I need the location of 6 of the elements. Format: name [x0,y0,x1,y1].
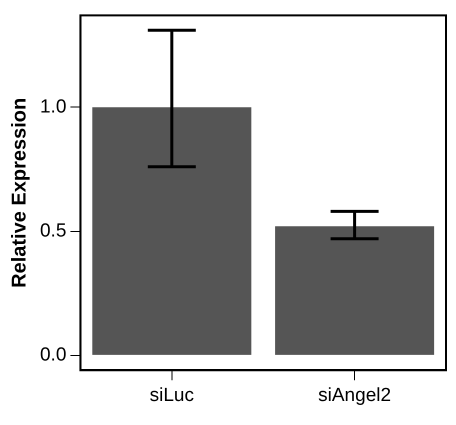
y-axis-title: Relative Expression [8,98,31,288]
y-tick-label: 0.5 [40,220,66,242]
x-tick-label: siLuc [150,384,194,406]
y-tick-label: 1.0 [40,96,66,118]
y-tick-label: 0.0 [40,344,66,366]
x-tick-label: siAngel2 [318,384,392,406]
